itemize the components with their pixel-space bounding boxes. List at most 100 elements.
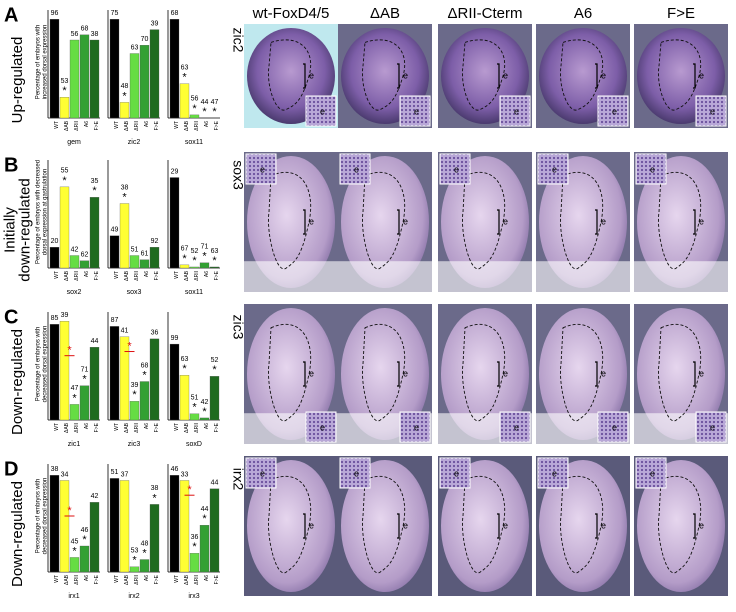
inset-label: e	[260, 164, 265, 174]
embryo	[341, 156, 429, 288]
significance-star: *	[182, 363, 187, 375]
expression-outline	[362, 39, 405, 111]
inset	[635, 153, 667, 185]
category-label: WT	[54, 423, 60, 431]
bracket	[693, 63, 696, 89]
gene-label: sox3	[127, 289, 142, 296]
category-label: A6	[144, 423, 150, 429]
category-label: ΔAB	[124, 270, 130, 281]
bar	[89, 347, 100, 421]
expression-outline	[362, 323, 406, 422]
gene-label: sox2	[67, 289, 82, 296]
significance-star: *	[122, 191, 127, 203]
column-header: ΔAB	[370, 5, 400, 22]
inset-label: e	[320, 422, 325, 432]
significance-star: *	[212, 364, 217, 376]
category-label: ΔAB	[184, 120, 190, 131]
bar	[79, 545, 90, 573]
n-label: 44	[211, 480, 219, 487]
inset	[499, 411, 531, 443]
embryo	[341, 308, 429, 440]
bracket	[303, 209, 306, 235]
bar	[89, 197, 100, 269]
significance-star: *	[62, 85, 67, 97]
inset-label: e	[612, 106, 617, 116]
category-label: A6	[204, 121, 210, 127]
n-label: 61	[141, 251, 149, 258]
embryo	[441, 460, 529, 592]
inset	[245, 457, 277, 489]
significance-star: *	[132, 389, 137, 401]
bar	[89, 502, 100, 573]
bar	[119, 203, 130, 269]
y-axis-label: dorsal expression at gastrulation	[43, 169, 49, 255]
significance-star: *	[202, 513, 207, 525]
bar	[199, 262, 210, 269]
inset	[305, 411, 337, 443]
n-label: 38	[121, 184, 129, 191]
expression-outline	[560, 171, 604, 270]
expression-outline	[362, 171, 406, 270]
bracket	[595, 361, 598, 387]
column-header: wt-FoxD4/5	[252, 5, 330, 22]
bar	[49, 324, 60, 421]
category-label: A6	[84, 423, 90, 429]
category-label: A6	[204, 423, 210, 429]
n-label: 39	[61, 312, 69, 319]
inset	[537, 153, 569, 185]
inset	[399, 95, 431, 127]
bar	[149, 29, 160, 119]
embryo	[441, 308, 529, 440]
expression-outline	[462, 323, 506, 422]
category-label: ΔAB	[184, 270, 190, 281]
category-label: ΔAB	[184, 574, 190, 585]
category-label: WT	[114, 423, 120, 431]
embryo	[539, 460, 627, 592]
expression-outline	[658, 323, 702, 422]
row-label: Up-regulated	[9, 37, 26, 124]
bracket	[595, 209, 598, 235]
inset	[635, 457, 667, 489]
inset	[399, 411, 431, 443]
bar	[189, 553, 200, 573]
category-label: F>E	[214, 422, 220, 432]
significance-star: *	[192, 255, 197, 267]
bar	[209, 266, 220, 269]
expression-outline	[362, 475, 406, 574]
embryo	[637, 308, 725, 440]
expression-outline	[268, 39, 311, 111]
bracket-label: e	[699, 368, 704, 378]
bracket-label: e	[309, 520, 314, 530]
category-label: ΔAB	[64, 422, 70, 433]
gene-label: zic1	[68, 441, 81, 448]
category-label: ΔRII	[134, 575, 140, 585]
bar	[119, 480, 130, 573]
gene-label: irx2	[128, 593, 139, 600]
category-label: A6	[84, 575, 90, 581]
n-label: 62	[81, 252, 89, 259]
n-label: 44	[201, 506, 209, 513]
row-label: Initially	[1, 207, 18, 253]
bar	[49, 247, 60, 269]
gene-label: soxD	[186, 441, 202, 448]
bar	[169, 475, 180, 573]
expression-outline	[268, 475, 312, 574]
embryo	[247, 460, 335, 592]
inset	[695, 95, 727, 127]
significance-star: *	[72, 545, 77, 557]
category-label: F>E	[154, 120, 160, 130]
bracket	[595, 513, 598, 539]
category-label: ΔAB	[184, 422, 190, 433]
category-label: WT	[114, 121, 120, 129]
inset-label: e	[710, 106, 715, 116]
n-label: 44	[201, 99, 209, 106]
significance-star: *	[202, 251, 207, 263]
significance-star: *	[82, 374, 87, 386]
significance-star: *	[202, 406, 207, 418]
bar	[179, 480, 190, 573]
category-label: WT	[174, 271, 180, 279]
bar	[109, 478, 120, 573]
significance-star: *	[82, 534, 87, 546]
bracket	[303, 361, 306, 387]
n-label: 52	[211, 357, 219, 364]
